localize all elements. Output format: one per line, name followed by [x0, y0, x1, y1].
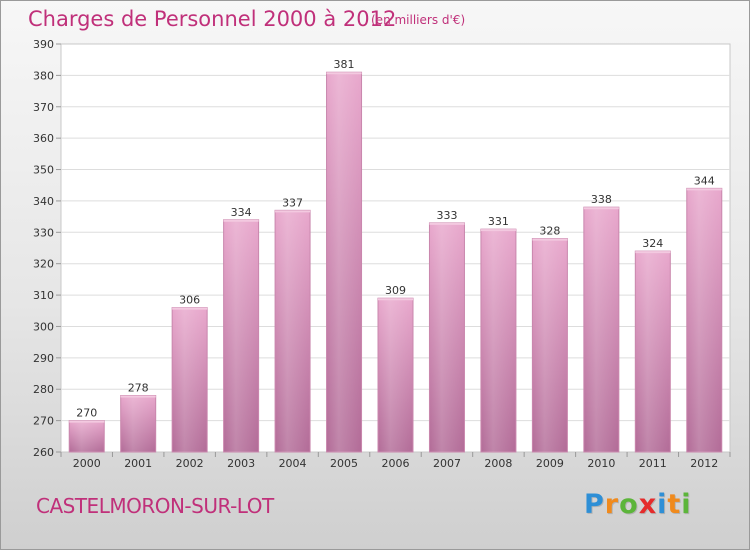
- bar-sheen: [532, 238, 568, 452]
- bar-sheen: [326, 72, 362, 452]
- bar-value-label: 270: [76, 407, 97, 420]
- bar-sheen: [69, 420, 105, 452]
- y-tick-label: 320: [33, 258, 54, 271]
- x-tick-label: 2007: [433, 457, 461, 470]
- y-tick-label: 390: [33, 38, 54, 51]
- y-axis: 260 270 280 290 300 310 320 330 340 350 360 370 380 3…: [33, 38, 61, 459]
- logo-letter: o: [619, 489, 639, 520]
- logo-letter: P: [584, 489, 605, 520]
- x-tick-label: 2006: [382, 457, 410, 470]
- logo-letter: r: [604, 489, 620, 520]
- bars: 270 278 306 334 337 381 309 333 331 328 338 324 344: [68, 58, 723, 453]
- bar-sheen: [583, 207, 619, 452]
- logo-letter: i: [681, 489, 692, 520]
- bar-sheen: [223, 219, 259, 452]
- bar-value-label: 338: [591, 193, 612, 206]
- proxiti-logo: Proxiti: [584, 489, 692, 520]
- bar-value-label: 309: [385, 284, 406, 297]
- bar-value-label: 278: [128, 382, 149, 395]
- x-tick-label: 2008: [484, 457, 512, 470]
- chart-title: Charges de Personnel 2000 à 2012: [28, 7, 397, 31]
- logo-letter: i: [657, 489, 668, 520]
- bar-sheen: [686, 188, 722, 452]
- bar-value-label: 328: [539, 225, 560, 238]
- bar-value-label: 324: [642, 237, 663, 250]
- bar-value-label: 381: [334, 58, 355, 71]
- bar-sheen: [275, 210, 311, 452]
- x-tick-label: 2005: [330, 457, 358, 470]
- x-tick-label: 2011: [639, 457, 667, 470]
- x-axis: 2000 2001 2002 2003 2004 2005 2006 2007 2008 2009…: [60, 452, 731, 470]
- x-tick-label: 2012: [690, 457, 718, 470]
- bar-value-label: 344: [694, 174, 715, 187]
- y-tick-label: 360: [33, 132, 54, 145]
- x-tick-label: 2002: [176, 457, 204, 470]
- y-tick-label: 260: [33, 446, 54, 459]
- bar-sheen: [480, 229, 516, 452]
- bar-value-label: 333: [436, 209, 457, 222]
- bar-sheen: [429, 222, 465, 452]
- bar-sheen: [635, 251, 671, 452]
- logo-letter: x: [638, 489, 658, 520]
- bar-sheen: [120, 395, 156, 452]
- y-tick-label: 300: [33, 320, 54, 333]
- x-tick-label: 2009: [536, 457, 564, 470]
- y-tick-label: 370: [33, 101, 54, 114]
- y-tick-label: 330: [33, 226, 54, 239]
- x-tick-label: 2000: [73, 457, 101, 470]
- bar-value-label: 334: [231, 206, 252, 219]
- logo-letter: t: [667, 489, 682, 520]
- bar-value-label: 306: [179, 294, 200, 307]
- y-tick-label: 340: [33, 195, 54, 208]
- y-tick-label: 290: [33, 352, 54, 365]
- commune-name: CASTELMORON-SUR-LOT: [36, 494, 274, 518]
- y-tick-label: 380: [33, 69, 54, 82]
- x-tick-label: 2001: [124, 457, 152, 470]
- x-tick-label: 2003: [227, 457, 255, 470]
- bar-sheen: [172, 307, 208, 452]
- y-tick-label: 310: [33, 289, 54, 302]
- x-tick-label: 2010: [587, 457, 615, 470]
- bar-value-label: 331: [488, 215, 509, 228]
- chart-subtitle: (en milliers d'€): [371, 13, 466, 27]
- y-tick-label: 270: [33, 415, 54, 428]
- y-tick-label: 350: [33, 164, 54, 177]
- y-tick-label: 280: [33, 383, 54, 396]
- bar-sheen: [378, 298, 413, 452]
- x-tick-label: 2004: [279, 457, 307, 470]
- bar-value-label: 337: [282, 196, 303, 209]
